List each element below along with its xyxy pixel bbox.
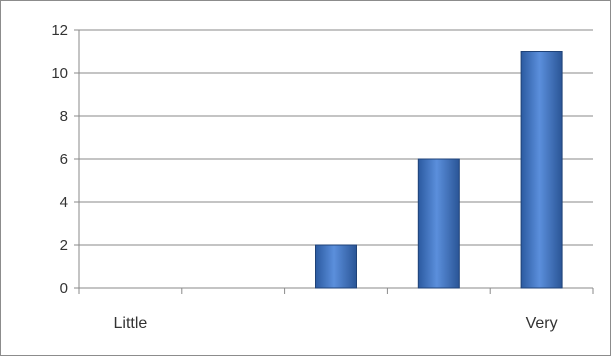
bar xyxy=(417,158,460,289)
x-category-labels: Little Very xyxy=(114,315,558,332)
bar xyxy=(520,51,563,289)
y-tick-label: 10 xyxy=(51,65,68,82)
bar xyxy=(315,244,357,289)
y-tick-label: 4 xyxy=(60,194,68,211)
y-tick-label: 2 xyxy=(60,237,68,254)
x-category-label: Very xyxy=(526,315,558,332)
y-tick-label: 8 xyxy=(60,108,68,125)
y-tick-label: 0 xyxy=(60,280,68,297)
bars xyxy=(315,51,563,289)
y-tick-label: 6 xyxy=(60,151,68,168)
y-tick-labels: 0 2 4 6 8 10 12 xyxy=(51,22,68,297)
x-category-label: Little xyxy=(114,315,148,332)
y-tick-label: 12 xyxy=(51,22,68,39)
gridlines xyxy=(79,29,593,246)
